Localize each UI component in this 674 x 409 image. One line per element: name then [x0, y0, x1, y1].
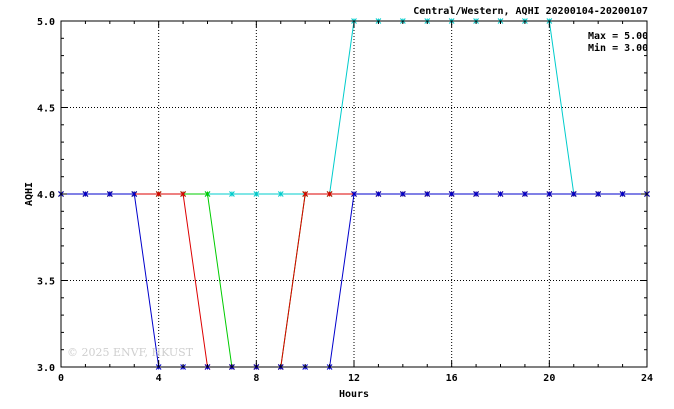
- y-tick-label: 3.5: [37, 277, 55, 288]
- y-tick-label: 3.0: [37, 363, 55, 374]
- data-point: [595, 191, 602, 197]
- data-point: [497, 191, 504, 197]
- data-point: [326, 191, 333, 197]
- series-layer: [58, 18, 650, 370]
- data-point: [82, 191, 89, 197]
- x-tick-label: 20: [543, 373, 555, 384]
- data-point: [522, 191, 528, 197]
- data-point: [619, 191, 626, 197]
- data-point: [131, 191, 138, 197]
- data-point: [473, 191, 479, 197]
- y-tick-label: 4.5: [37, 104, 55, 115]
- x-tick-label: 4: [156, 373, 162, 384]
- axis-ticks: 0 4 8 12 16 20 24 3.0 3.5 4.0 4.5 5.0: [37, 17, 653, 384]
- stat-min: Min = 3.00: [588, 42, 648, 54]
- data-point: [253, 191, 260, 197]
- data-point: [204, 191, 211, 197]
- grid-lines: [61, 21, 647, 367]
- data-point: [570, 191, 577, 197]
- y-axis-label: AQHI: [24, 182, 35, 206]
- data-point: [106, 191, 113, 197]
- data-point: [424, 191, 431, 197]
- y-tick-label: 4.0: [37, 190, 55, 201]
- x-tick-label: 24: [641, 373, 653, 384]
- chart-title: Central/Western, AQHI 20200104-20200107: [413, 6, 648, 17]
- data-point: [229, 191, 235, 197]
- x-tick-label: 0: [58, 373, 64, 384]
- stat-max: Max = 5.00: [588, 31, 648, 42]
- data-point: [399, 191, 406, 197]
- data-point: [277, 191, 284, 197]
- data-point: [351, 191, 357, 197]
- data-point: [302, 191, 309, 197]
- x-axis-label: Hours: [339, 389, 369, 400]
- x-tick-label: 8: [253, 373, 259, 384]
- y-tick-label: 5.0: [37, 17, 55, 28]
- data-point: [448, 191, 455, 197]
- data-point: [375, 191, 382, 197]
- data-point: [155, 191, 162, 197]
- data-point: [180, 191, 186, 197]
- watermark: © 2025 ENVF, HKUST: [67, 346, 194, 359]
- x-tick-label: 12: [348, 373, 360, 384]
- x-tick-label: 16: [446, 373, 458, 384]
- data-point: [546, 191, 553, 197]
